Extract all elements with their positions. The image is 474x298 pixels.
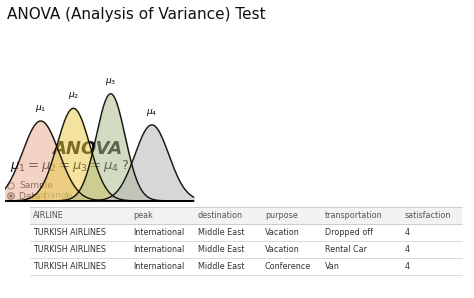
Text: ): ) xyxy=(64,192,67,201)
Circle shape xyxy=(8,183,14,189)
Text: Vacation: Vacation xyxy=(265,245,300,254)
Text: $\mu_4$: $\mu_4$ xyxy=(146,107,157,118)
Text: peak: peak xyxy=(133,211,153,220)
Text: change: change xyxy=(40,192,73,201)
Text: Middle East: Middle East xyxy=(198,262,245,271)
Text: Van: Van xyxy=(325,262,340,271)
Text: Middle East: Middle East xyxy=(198,245,245,254)
Text: 4: 4 xyxy=(405,262,410,271)
Text: International: International xyxy=(133,245,184,254)
Circle shape xyxy=(9,194,13,198)
Text: $\mu_3$: $\mu_3$ xyxy=(105,76,116,87)
Text: $\mu_1$: $\mu_1$ xyxy=(35,103,46,114)
Text: TURKISH AIRLINES: TURKISH AIRLINES xyxy=(33,262,106,271)
Text: TURKISH AIRLINES: TURKISH AIRLINES xyxy=(33,245,106,254)
Text: destination: destination xyxy=(198,211,243,220)
Text: AIRLINE: AIRLINE xyxy=(33,211,64,220)
Text: 4: 4 xyxy=(405,228,410,237)
Circle shape xyxy=(8,193,14,199)
Text: transportation: transportation xyxy=(325,211,383,220)
Text: International: International xyxy=(133,228,184,237)
Text: Middle East: Middle East xyxy=(198,228,245,237)
Text: Conference: Conference xyxy=(265,262,311,271)
Text: Dropped off: Dropped off xyxy=(325,228,373,237)
Text: purpose: purpose xyxy=(265,211,298,220)
Text: Data (: Data ( xyxy=(19,192,47,201)
Text: Vacation: Vacation xyxy=(265,228,300,237)
Text: satisfaction: satisfaction xyxy=(405,211,451,220)
Text: $\mu_1 = \mu_2 = \mu_3 = \mu_4\ ?$: $\mu_1 = \mu_2 = \mu_3 = \mu_4\ ?$ xyxy=(10,158,130,174)
Text: ANOVA: ANOVA xyxy=(52,140,122,158)
Text: ANOVA (Analysis of Variance) Test: ANOVA (Analysis of Variance) Test xyxy=(7,7,265,22)
Text: TURKISH AIRLINES: TURKISH AIRLINES xyxy=(33,228,106,237)
Text: Sample: Sample xyxy=(19,181,53,190)
Text: International: International xyxy=(133,262,184,271)
Text: 4: 4 xyxy=(405,245,410,254)
Text: $\mu_2$: $\mu_2$ xyxy=(68,91,79,102)
Bar xyxy=(30,207,462,224)
Text: Rental Car: Rental Car xyxy=(325,245,367,254)
